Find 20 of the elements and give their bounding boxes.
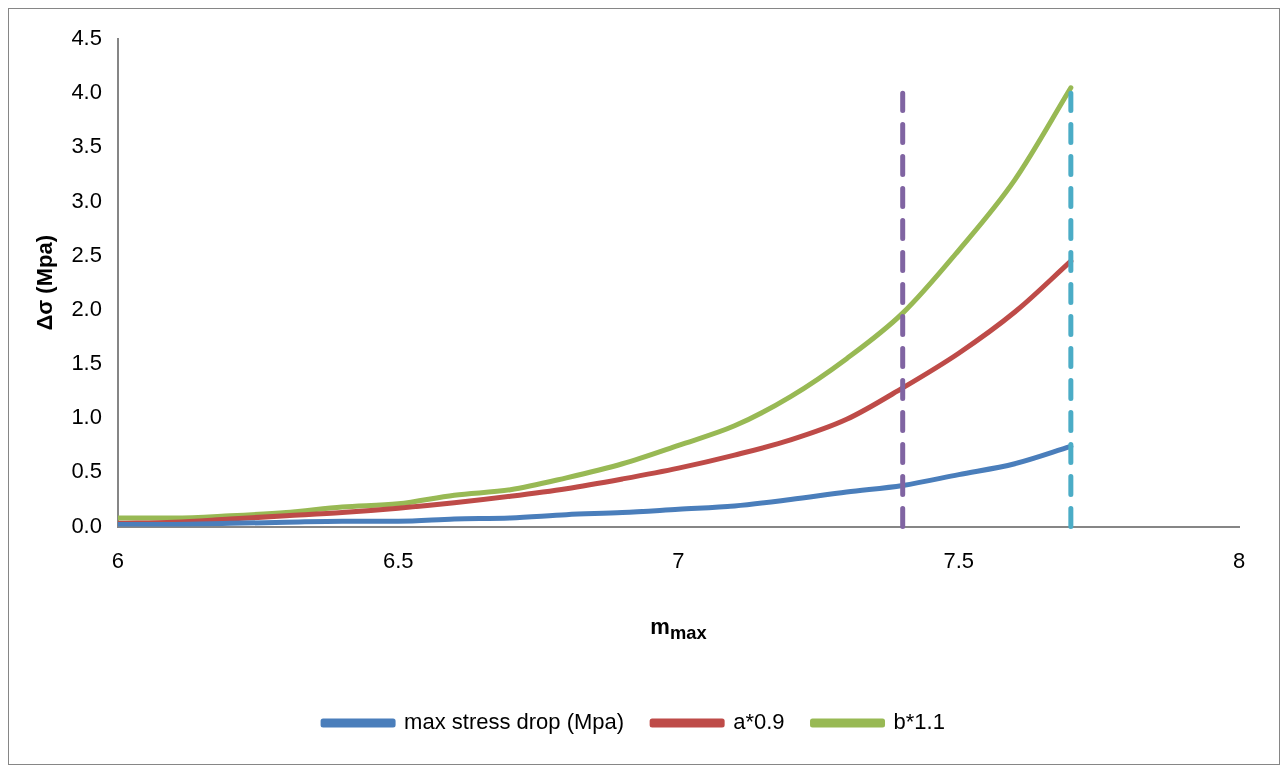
y-tick-label: 1.0: [71, 404, 102, 430]
y-tick-label: 1.5: [71, 350, 102, 376]
x-tick-label: 8: [1232, 547, 1246, 573]
legend-label: b*1.1: [893, 709, 945, 735]
y-tick-label: 0.0: [71, 512, 102, 538]
y-axis-title: Δσ (Mpa): [32, 234, 58, 331]
y-tick-label: 3.0: [71, 187, 102, 213]
x-tick-label: 7.5: [943, 547, 975, 573]
y-tick-label: 2.5: [71, 241, 102, 267]
x-tick-label: 6: [111, 547, 125, 573]
y-tick-label: 4.5: [71, 25, 102, 51]
x-tick-label: 6.5: [382, 547, 414, 573]
legend-label: max stress drop (Mpa): [404, 709, 625, 735]
x-tick-label: 7: [672, 547, 685, 573]
y-tick-label: 4.0: [71, 79, 102, 105]
y-tick-label: 0.5: [71, 458, 102, 484]
legend-label: a*0.9: [733, 709, 785, 735]
x-axis-title: m$_{max}$: [650, 614, 707, 645]
y-tick-label: 3.5: [71, 133, 102, 159]
y-tick-label: 2.0: [71, 295, 102, 321]
